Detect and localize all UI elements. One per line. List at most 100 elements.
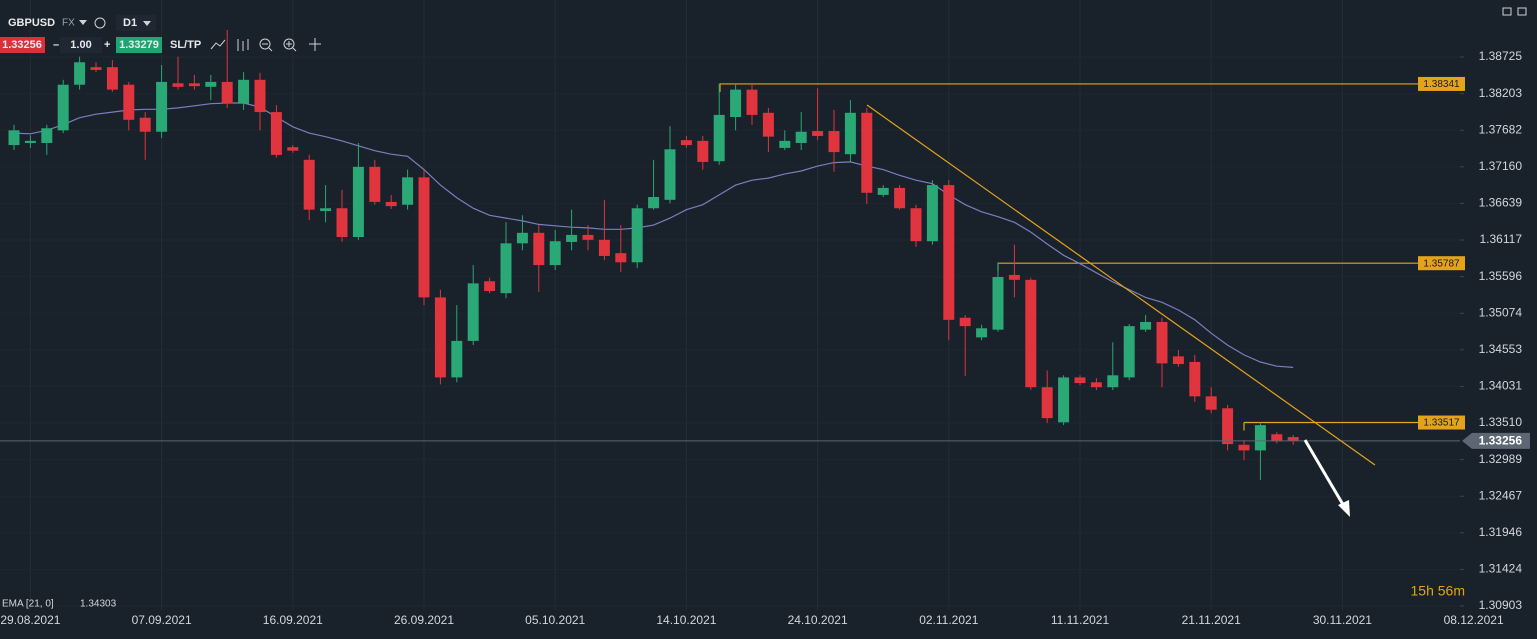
buy-box[interactable] <box>116 37 162 53</box>
window-icons[interactable] <box>1502 7 1527 16</box>
candle-body <box>549 241 561 266</box>
timeframe-box[interactable] <box>116 15 156 31</box>
candle-body <box>74 62 86 85</box>
candle-body <box>730 89 742 118</box>
plot-layer <box>0 29 1460 480</box>
candle-body <box>287 147 299 151</box>
candle-body <box>1156 321 1168 364</box>
y-tick-label: 1.30903 <box>1479 598 1523 612</box>
candle-body <box>139 117 151 132</box>
candle-body <box>1205 396 1217 410</box>
candle-body <box>221 81 233 104</box>
candle-body <box>926 185 938 242</box>
x-tick-label: 07.09.2021 <box>132 613 192 627</box>
candle-body <box>1090 382 1102 388</box>
candle-body <box>24 140 36 143</box>
label-layer: 1.30903 1.31424 1.31946 1.32467 1.32989 1.335… <box>0 49 1530 627</box>
timeframe[interactable]: D1 <box>123 17 137 29</box>
x-tick-label: 16.09.2021 <box>263 613 323 627</box>
candle-body <box>959 317 971 327</box>
candle-body <box>434 297 446 378</box>
candle-body <box>1140 321 1152 330</box>
direction-arrow <box>1303 439 1350 517</box>
candle-body <box>812 131 824 136</box>
symbol[interactable]: GBPUSD <box>8 17 55 29</box>
candle-body <box>877 187 889 195</box>
candle-body <box>205 81 217 87</box>
indicator-name: EMA [21, 0] <box>2 599 54 610</box>
candle-body <box>369 166 381 202</box>
candle-body <box>254 79 266 113</box>
x-tick-label: 14.10.2021 <box>656 613 716 627</box>
level-label-box <box>1418 256 1465 271</box>
candle-body <box>910 208 922 242</box>
sl-tp[interactable]: SL/TP <box>170 39 201 51</box>
info-icon[interactable] <box>94 17 106 29</box>
x-tick-label: 24.10.2021 <box>788 613 848 627</box>
y-tick-label: 1.35596 <box>1479 269 1523 283</box>
y-tick-label: 1.37160 <box>1479 159 1523 173</box>
y-tick-label: 1.31946 <box>1479 525 1523 539</box>
level-label-box <box>1418 76 1465 91</box>
x-tick-label: 08.12.2021 <box>1444 613 1504 627</box>
candle-body <box>1287 437 1299 441</box>
candle-body <box>418 177 430 298</box>
level-label: 1.35787 <box>1423 258 1460 269</box>
candle-body <box>894 187 906 209</box>
candle-body <box>1008 274 1020 280</box>
candle-body <box>270 112 282 155</box>
candle-body <box>533 232 545 266</box>
quantity-plus[interactable]: + <box>104 39 110 51</box>
buy-price[interactable]: 1.33279 <box>119 39 159 51</box>
toolbar: GBPUSD FX D1 1.33256 – 1.00 + 1.33279 SL… <box>0 7 1527 610</box>
candle-body <box>1254 425 1266 451</box>
candle-body <box>566 234 578 242</box>
x-tick-label: 05.10.2021 <box>525 613 585 627</box>
sell-price[interactable]: 1.33256 <box>2 39 42 51</box>
sell-box[interactable] <box>0 37 45 53</box>
candle-body <box>188 83 200 87</box>
y-tick-label: 1.38203 <box>1479 86 1523 100</box>
quantity-box[interactable] <box>60 37 102 53</box>
indicator-value: 1.34303 <box>80 599 117 610</box>
candle-body <box>615 253 627 263</box>
candle-body <box>697 140 709 162</box>
candle-body <box>1107 375 1119 388</box>
candle-body <box>336 208 348 238</box>
candle-body <box>795 131 807 143</box>
y-tick-label: 1.36639 <box>1479 196 1523 210</box>
candle-body <box>943 185 955 320</box>
y-tick-label: 1.32467 <box>1479 488 1523 502</box>
last-price-box <box>1462 432 1530 449</box>
candle-timer: 15h 56m <box>1411 583 1465 599</box>
y-tick-label: 1.38725 <box>1479 49 1523 63</box>
symbol-dropdown[interactable] <box>79 20 87 25</box>
candle-body <box>172 83 184 87</box>
candle-body <box>713 114 725 162</box>
y-tick-label: 1.32989 <box>1479 452 1523 466</box>
candle-body <box>8 130 20 146</box>
y-tick-label: 1.34553 <box>1479 342 1523 356</box>
candle-body <box>90 67 102 70</box>
candle-body <box>1123 326 1135 378</box>
candle-body <box>861 112 873 193</box>
candle-body <box>844 112 856 155</box>
timeframe-dropdown[interactable] <box>143 21 151 26</box>
y-tick-label: 1.37682 <box>1479 122 1523 136</box>
level-label-box <box>1418 415 1465 430</box>
quantity[interactable]: 1.00 <box>70 39 91 51</box>
candle-body <box>779 140 791 148</box>
x-tick-label: 11.11.2021 <box>1051 613 1110 627</box>
candle-body <box>1041 387 1053 419</box>
candle-body <box>41 128 53 143</box>
candle-body <box>1238 444 1250 451</box>
toolbar-icons[interactable] <box>210 38 321 52</box>
candle-body <box>762 112 774 137</box>
quantity-minus[interactable]: – <box>53 39 59 51</box>
level-label: 1.38341 <box>1423 79 1460 90</box>
candle-body <box>598 239 610 256</box>
candle-body <box>156 81 168 132</box>
candle-body <box>123 84 135 120</box>
